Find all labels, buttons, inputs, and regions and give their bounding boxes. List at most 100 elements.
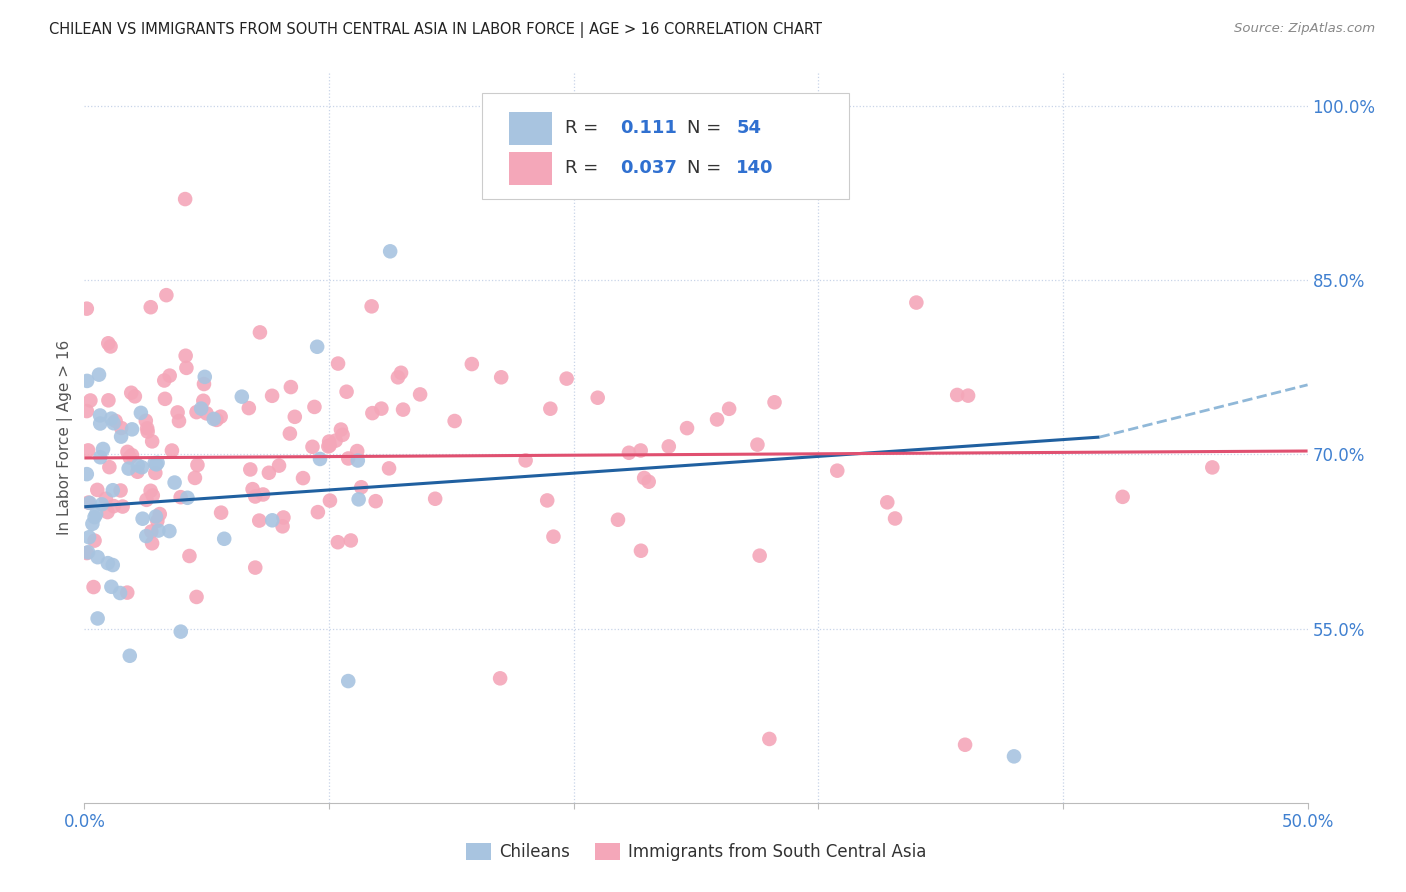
Point: [555, 371, 578, 385]
Point: [637, 475, 659, 489]
Text: 54: 54: [737, 119, 761, 136]
Point: [186, 458, 208, 472]
Point: [179, 549, 201, 563]
Point: [176, 491, 198, 505]
Point: [630, 543, 652, 558]
Point: [262, 513, 284, 527]
Point: [884, 511, 907, 525]
Point: [340, 533, 363, 548]
Point: [1111, 490, 1133, 504]
Point: [97, 556, 120, 570]
Point: [825, 464, 848, 478]
Point: [100, 580, 122, 594]
Point: [131, 460, 153, 475]
Point: [280, 380, 302, 394]
Point: [120, 385, 142, 400]
Point: [167, 414, 190, 428]
Point: [136, 421, 159, 435]
Point: [461, 357, 484, 371]
Point: [117, 585, 139, 599]
Point: [389, 366, 412, 380]
Point: [318, 438, 340, 452]
Point: [364, 494, 387, 508]
Point: [209, 409, 232, 424]
Point: [146, 456, 169, 470]
Point: [184, 471, 207, 485]
Point: [118, 450, 141, 465]
Point: [139, 483, 162, 498]
Point: [273, 510, 295, 524]
Point: [186, 590, 208, 604]
Point: [94, 491, 117, 506]
Point: [346, 444, 368, 458]
Point: [249, 326, 271, 340]
Point: [257, 466, 280, 480]
Point: [76, 467, 98, 482]
Point: [101, 558, 124, 572]
Point: [706, 412, 728, 426]
Point: [202, 412, 225, 426]
Point: [82, 516, 104, 531]
Bar: [509, 152, 551, 185]
Point: [89, 409, 111, 423]
Point: [83, 533, 105, 548]
Point: [76, 546, 98, 560]
Point: [118, 648, 141, 663]
Point: [247, 514, 270, 528]
Point: [658, 439, 681, 453]
Point: [110, 429, 132, 443]
Point: [335, 384, 357, 399]
Point: [139, 300, 162, 314]
Point: [174, 192, 197, 206]
Point: [515, 453, 537, 467]
Point: [489, 370, 512, 384]
Point: [193, 377, 215, 392]
Point: [748, 549, 770, 563]
Point: [630, 443, 652, 458]
Point: [76, 404, 98, 418]
Point: [252, 487, 274, 501]
Point: [747, 437, 769, 451]
Point: [905, 295, 928, 310]
Point: [307, 505, 329, 519]
Point: [318, 434, 340, 449]
Point: [142, 488, 165, 502]
Point: [763, 395, 786, 409]
Point: [380, 244, 402, 259]
Point: [84, 507, 107, 521]
Point: [89, 417, 111, 431]
Point: [100, 411, 122, 425]
Point: [337, 674, 360, 689]
Point: [104, 414, 127, 428]
Point: [166, 405, 188, 419]
Point: [329, 423, 352, 437]
Point: [97, 393, 120, 408]
Point: [135, 414, 157, 428]
Point: [79, 496, 101, 510]
Point: [157, 524, 180, 538]
Point: [98, 460, 121, 475]
Point: [292, 471, 315, 485]
Point: [876, 495, 898, 509]
Point: [304, 400, 326, 414]
Point: [111, 500, 134, 514]
Point: [267, 458, 290, 473]
Point: [83, 580, 105, 594]
Point: [443, 414, 465, 428]
Point: [76, 301, 98, 316]
Point: [77, 443, 100, 458]
Text: Source: ZipAtlas.com: Source: ZipAtlas.com: [1234, 22, 1375, 36]
Point: [1201, 460, 1223, 475]
Point: [101, 483, 124, 498]
Point: [174, 349, 197, 363]
Point: [155, 288, 177, 302]
Point: [159, 368, 181, 383]
Point: [212, 532, 235, 546]
Point: [262, 389, 284, 403]
Point: [86, 483, 108, 497]
Point: [271, 519, 294, 533]
Point: [586, 391, 609, 405]
Point: [110, 483, 132, 498]
Point: [326, 357, 349, 371]
Point: [76, 374, 98, 388]
